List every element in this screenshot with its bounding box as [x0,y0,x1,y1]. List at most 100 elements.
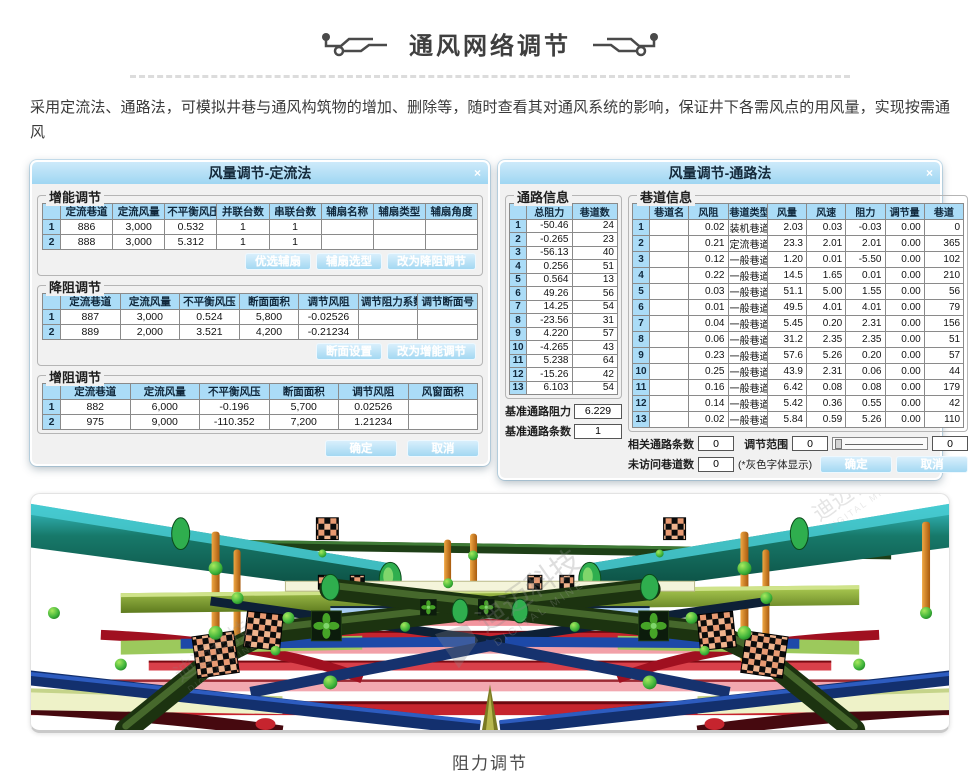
table-cell[interactable]: -15.26 [527,368,573,382]
row-number-cell[interactable]: 11 [633,379,650,395]
table-cell[interactable]: 0.00 [885,315,924,331]
table-cell[interactable]: -0.03 [846,219,885,235]
table-cell[interactable]: 一般巷道 [728,411,767,427]
fan-selection-button[interactable]: 辅扇选型 [316,253,382,270]
base-resistance-input[interactable] [574,404,622,419]
table-cell[interactable] [425,219,477,234]
table-cell[interactable]: -23.56 [527,314,573,328]
row-number-cell[interactable]: 2 [633,235,650,251]
table-cell[interactable]: 0.00 [885,363,924,379]
table-cell[interactable]: 4.01 [807,299,846,315]
related-paths-input[interactable] [698,436,734,451]
table-cell[interactable] [408,399,478,414]
row-number-cell[interactable]: 12 [510,368,527,382]
table-cell[interactable]: 156 [924,315,963,331]
table-cell[interactable]: 0.00 [885,219,924,235]
table-cell[interactable]: 0.03 [689,283,728,299]
table-cell[interactable]: 3,000 [113,219,165,234]
table-cell[interactable] [650,251,689,267]
table-cell[interactable] [650,267,689,283]
table-cell[interactable]: 一般巷道 [728,251,767,267]
table-cell[interactable]: 57.6 [767,347,806,363]
table-cell[interactable]: -4.265 [527,341,573,355]
table-cell[interactable]: -0.02526 [299,309,359,324]
table-cell[interactable]: 装机巷道 [728,219,767,235]
table-cell[interactable]: 6.103 [527,381,573,395]
table-cell[interactable]: 886 [61,219,113,234]
table-cell[interactable]: 0.00 [885,395,924,411]
table-cell[interactable]: 0.59 [807,411,846,427]
table-cell[interactable]: 0.00 [885,267,924,283]
section-settings-button[interactable]: 断面设置 [316,343,382,360]
ok-button[interactable]: 确定 [820,456,892,473]
table-cell[interactable]: 1.20 [767,251,806,267]
table-cell[interactable] [650,331,689,347]
table-cell[interactable]: 24 [572,219,618,233]
table-cell[interactable]: 1.21234 [339,414,409,429]
table-cell[interactable] [418,309,478,324]
table-cell[interactable]: 23 [572,233,618,247]
table-cell[interactable]: 0.02 [689,219,728,235]
table-cell[interactable]: 14.5 [767,267,806,283]
row-number-cell[interactable]: 2 [43,234,61,249]
table-cell[interactable]: 0.00 [885,283,924,299]
row-number-cell[interactable]: 8 [633,331,650,347]
table-cell[interactable]: 31 [572,314,618,328]
table-cell[interactable]: 一般巷道 [728,331,767,347]
table-cell[interactable]: 5.00 [807,283,846,299]
table-cell[interactable]: 51.1 [767,283,806,299]
row-number-cell[interactable]: 7 [510,300,527,314]
table-cell[interactable]: 1.65 [807,267,846,283]
row-number-cell[interactable]: 1 [633,219,650,235]
table-cell[interactable]: 56 [924,283,963,299]
table-cell[interactable]: 0.256 [527,260,573,274]
row-number-cell[interactable]: 2 [43,324,61,339]
table-cell[interactable]: 0.00 [885,379,924,395]
table-cell[interactable]: 2.01 [846,235,885,251]
table-cell[interactable]: 0.01 [846,267,885,283]
table-cell[interactable] [650,315,689,331]
table-cell[interactable]: 0.532 [165,219,217,234]
table-cell[interactable]: 888 [61,234,113,249]
table-cell[interactable] [650,411,689,427]
table-cell[interactable]: 0.20 [807,315,846,331]
table-cell[interactable]: 0.08 [846,379,885,395]
table-cell[interactable]: 51 [572,260,618,274]
table-cell[interactable]: 882 [61,399,131,414]
table-cell[interactable]: 57 [572,327,618,341]
table-cell[interactable]: 40 [572,246,618,260]
table-cell[interactable]: 4,200 [239,324,299,339]
table-cell[interactable]: 3,000 [113,234,165,249]
table-cell[interactable] [321,234,373,249]
table-cell[interactable]: 42 [572,368,618,382]
table-cell[interactable]: -0.265 [527,233,573,247]
table-cell[interactable]: 49.26 [527,287,573,301]
table-cell[interactable]: 1 [217,234,269,249]
table-cell[interactable]: 5,800 [239,309,299,324]
row-number-cell[interactable]: 3 [633,251,650,267]
cancel-button[interactable]: 取消 [407,440,479,457]
row-number-cell[interactable]: 11 [510,354,527,368]
row-number-cell[interactable]: 10 [633,363,650,379]
table-cell[interactable]: 0.06 [689,331,728,347]
table-cell[interactable]: 42 [924,395,963,411]
table-cell[interactable]: 179 [924,379,963,395]
table-cell[interactable] [650,283,689,299]
table-cell[interactable] [418,324,478,339]
table-cell[interactable] [425,234,477,249]
table-cell[interactable]: 975 [61,414,131,429]
row-number-cell[interactable]: 2 [43,414,61,429]
table-cell[interactable] [650,395,689,411]
row-number-cell[interactable]: 7 [633,315,650,331]
